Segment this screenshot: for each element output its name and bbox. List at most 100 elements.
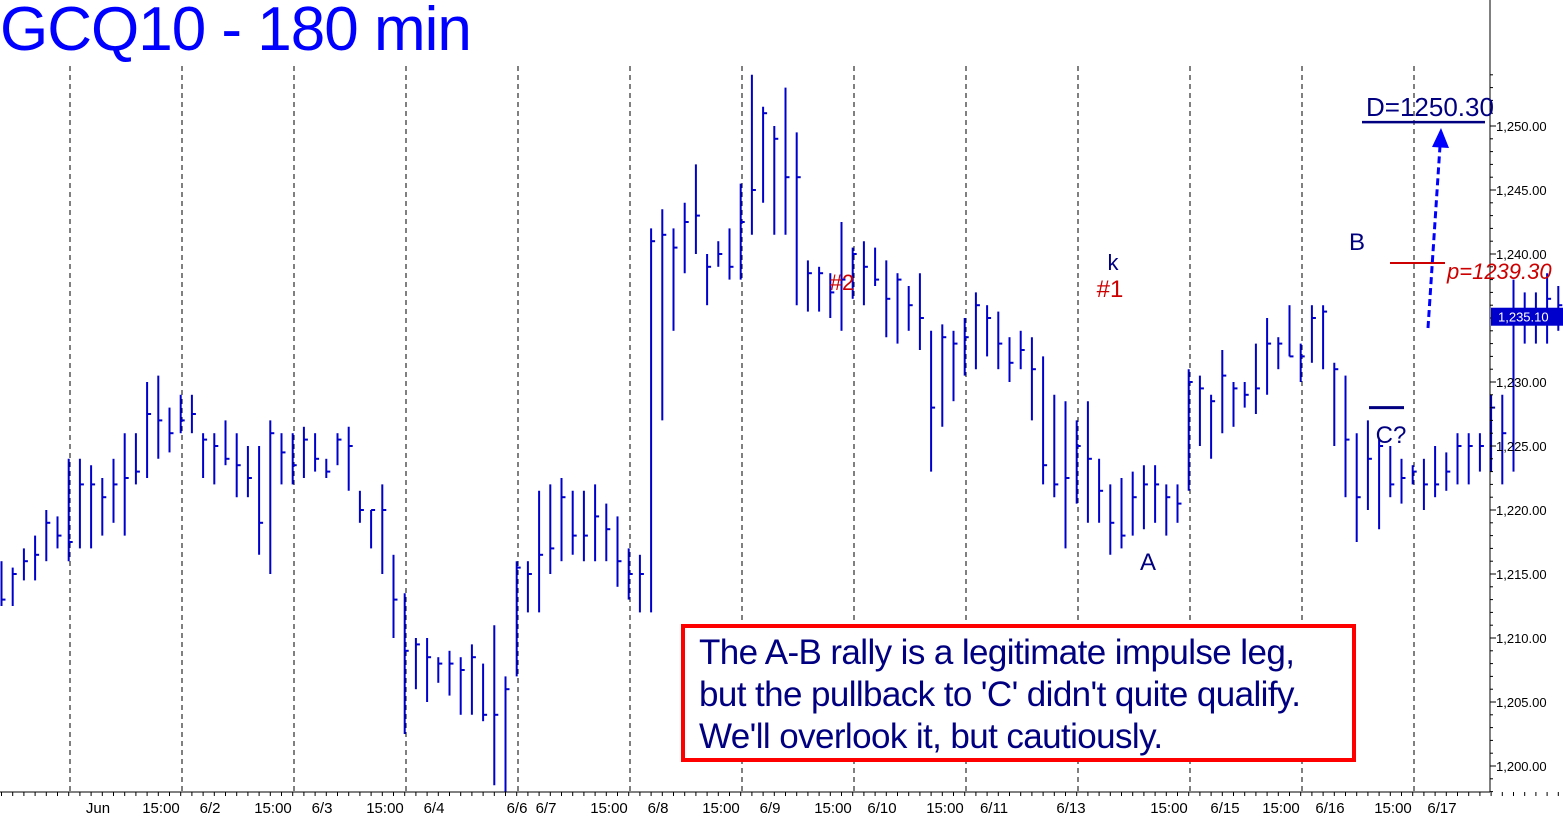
x-tick-label: 6/10 bbox=[867, 800, 896, 817]
y-tick-label: 1,230.00 bbox=[1496, 375, 1547, 390]
ohlc-bar bbox=[1187, 369, 1193, 491]
x-tick-label: 15:00 bbox=[1262, 800, 1300, 817]
ohlc-bar bbox=[862, 241, 868, 306]
ohlc-bar bbox=[403, 593, 409, 734]
ohlc-bar bbox=[1288, 305, 1294, 358]
ohlc-bar bbox=[1254, 343, 1260, 414]
ohlc-bar bbox=[1053, 394, 1059, 498]
ohlc-bar bbox=[1030, 337, 1036, 421]
ohlc-bar bbox=[90, 465, 96, 549]
x-tick-label: 15:00 bbox=[142, 800, 180, 817]
ohlc-bar bbox=[1501, 394, 1507, 485]
ohlc-bar bbox=[1243, 382, 1249, 408]
annotation-label: #1 bbox=[1097, 276, 1124, 303]
ohlc-bar bbox=[101, 478, 107, 536]
ohlc-bar bbox=[851, 247, 857, 299]
annotation-label: C? bbox=[1376, 422, 1407, 449]
ohlc-bar bbox=[190, 394, 196, 434]
commentary-line-1: The A-B rally is a legitimate impulse le… bbox=[699, 633, 1295, 672]
ohlc-bar bbox=[717, 241, 723, 267]
ohlc-bar bbox=[112, 458, 118, 523]
ohlc-bar bbox=[291, 433, 297, 485]
ohlc-bar bbox=[997, 311, 1003, 370]
ohlc-bar bbox=[907, 286, 913, 331]
ohlc-bar bbox=[1422, 458, 1428, 510]
ohlc-bar bbox=[1378, 439, 1384, 530]
ohlc-bar bbox=[571, 490, 577, 555]
ohlc-bar bbox=[1154, 465, 1160, 523]
ohlc-bar bbox=[818, 266, 824, 312]
y-tick-label: 1,240.00 bbox=[1496, 247, 1547, 262]
ohlc-bar bbox=[683, 202, 689, 274]
ohlc-bar bbox=[22, 548, 28, 581]
ohlc-bar bbox=[459, 657, 465, 715]
annotation-label: A bbox=[1140, 549, 1156, 576]
x-tick-label: 15:00 bbox=[590, 800, 628, 817]
ohlc-bar bbox=[661, 209, 667, 421]
ohlc-bar bbox=[930, 330, 936, 472]
y-tick-label: 1,200.00 bbox=[1496, 759, 1547, 774]
annotation-label: #2 bbox=[830, 270, 854, 295]
ohlc-bar bbox=[493, 625, 499, 786]
ohlc-bar bbox=[650, 228, 656, 613]
ohlc-bar bbox=[986, 305, 992, 357]
y-tick-label: 1,225.00 bbox=[1496, 439, 1547, 454]
x-tick-label: 6/6 bbox=[507, 800, 528, 817]
ohlc-bar bbox=[347, 426, 353, 491]
x-tick-label: 6/3 bbox=[312, 800, 333, 817]
ohlc-bar bbox=[56, 516, 62, 549]
projection-arrow bbox=[1426, 145, 1442, 329]
ohlc-bar bbox=[762, 106, 768, 203]
ohlc-bar bbox=[806, 260, 812, 312]
ohlc-bar bbox=[1042, 356, 1048, 485]
ohlc-bar bbox=[314, 433, 320, 472]
ohlc-bar bbox=[146, 382, 152, 478]
ohlc-bar bbox=[885, 260, 891, 338]
ohlc-bar bbox=[672, 228, 678, 331]
ohlc-bar bbox=[1277, 337, 1283, 370]
ohlc-bar bbox=[1478, 433, 1484, 472]
annotation-label: p=1239.30 bbox=[1446, 259, 1552, 284]
ohlc-bar bbox=[1456, 433, 1462, 485]
ohlc-bar bbox=[78, 458, 84, 549]
projection-arrowhead bbox=[1432, 128, 1449, 148]
ohlc-bar bbox=[426, 638, 432, 702]
ohlc-bar bbox=[918, 273, 924, 350]
ohlc-bar bbox=[1120, 478, 1126, 549]
ohlc-bar bbox=[784, 87, 790, 235]
ohlc-bar bbox=[168, 407, 174, 453]
ohlc-bar bbox=[258, 446, 264, 555]
ohlc-bar bbox=[874, 247, 880, 286]
x-tick-label: 6/8 bbox=[648, 800, 669, 817]
ohlc-bar bbox=[538, 490, 544, 613]
ohlc-bar bbox=[235, 433, 241, 498]
ohlc-bar bbox=[560, 478, 566, 562]
y-tick-label: 1,245.00 bbox=[1496, 183, 1547, 198]
ohlc-bar bbox=[224, 420, 230, 466]
ohlc-bar bbox=[1221, 350, 1227, 434]
x-tick-label: 15:00 bbox=[814, 800, 852, 817]
ohlc-bar bbox=[302, 426, 308, 478]
ohlc-bar bbox=[67, 458, 73, 562]
ohlc-bar bbox=[594, 484, 600, 562]
x-tick-label: 6/16 bbox=[1315, 800, 1344, 817]
x-tick-label: Jun bbox=[86, 800, 110, 817]
ohlc-bar bbox=[582, 490, 588, 562]
ohlc-bar bbox=[392, 554, 398, 638]
ohlc-bar bbox=[448, 650, 454, 696]
x-tick-label: 15:00 bbox=[702, 800, 740, 817]
ohlc-bar bbox=[1366, 420, 1372, 510]
chart-title: GCQ10 - 180 min bbox=[0, 0, 472, 64]
ohlc-bar bbox=[157, 375, 163, 459]
ohlc-bar bbox=[370, 509, 376, 549]
ohlc-bar bbox=[1064, 401, 1070, 549]
ohlc-bar bbox=[1445, 452, 1451, 491]
ohlc-bar bbox=[974, 292, 980, 370]
x-tick-label: 6/7 bbox=[536, 800, 557, 817]
commentary-box: The A-B rally is a legitimate impulse le… bbox=[681, 624, 1356, 762]
ohlc-bar bbox=[795, 132, 801, 306]
y-tick-label: 1,215.00 bbox=[1496, 567, 1547, 582]
ohlc-bar bbox=[213, 433, 219, 485]
ohlc-bar bbox=[1109, 484, 1115, 555]
y-tick-label: 1,205.00 bbox=[1496, 695, 1547, 710]
